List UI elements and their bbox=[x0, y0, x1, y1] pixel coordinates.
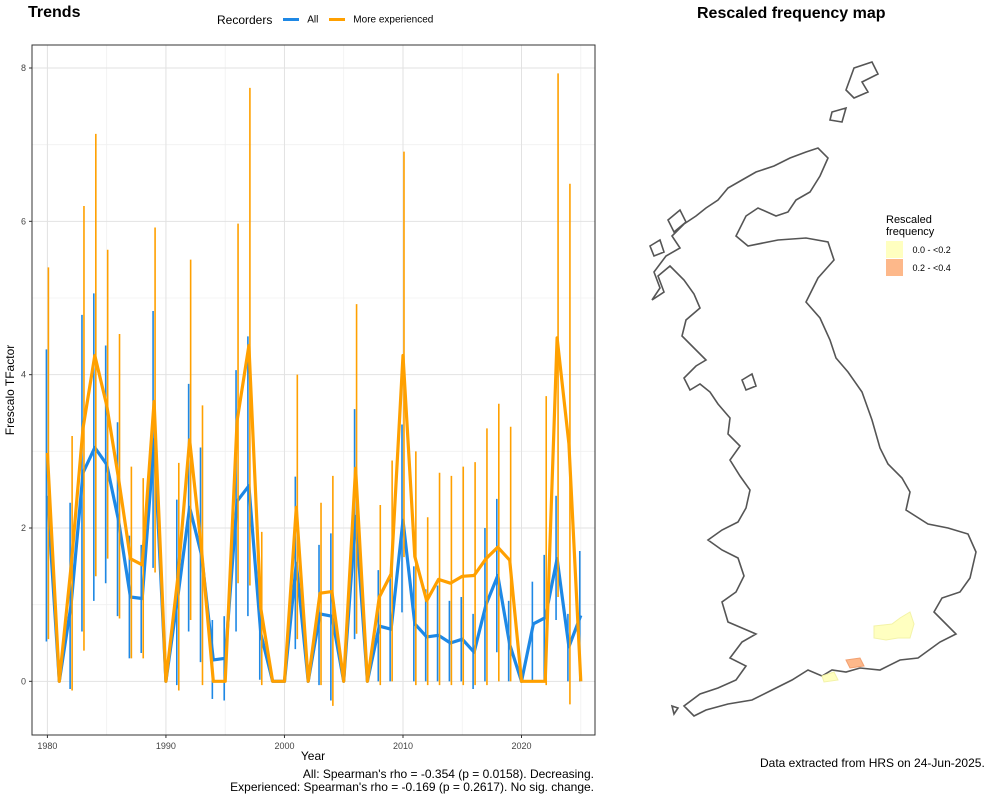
chart-series bbox=[45, 73, 583, 706]
map-legend-swatch-high bbox=[886, 259, 903, 277]
y-tick-label: 8 bbox=[21, 63, 26, 73]
freq-cell-south-high bbox=[845, 657, 865, 669]
freq-cell-central bbox=[873, 611, 915, 641]
x-tick-label: 1980 bbox=[37, 741, 57, 751]
trends-title: Trends bbox=[28, 4, 81, 21]
y-tick-label: 0 bbox=[21, 676, 26, 686]
series-all bbox=[45, 293, 583, 701]
map-legend-item: 0.2 - <0.4 bbox=[886, 259, 951, 277]
legend-title: Recorders bbox=[217, 12, 273, 27]
map-title: Rescaled frequency map bbox=[697, 5, 886, 22]
gb-outline bbox=[649, 61, 977, 717]
map-legend-item: 0.0 - <0.2 bbox=[886, 241, 951, 259]
map-legend: Rescaled frequency 0.0 - <0.2 0.2 - <0.4 bbox=[886, 214, 951, 277]
map-legend-title-2: frequency bbox=[886, 226, 935, 238]
chart-ticks: 0 2 4 6 8 1980 1990 2000 2010 2020 bbox=[21, 63, 532, 751]
y-axis-title: Frescalo TFactor bbox=[3, 345, 17, 435]
trend-chart: 0 2 4 6 8 1980 1990 2000 2010 2020 Year Frescalo … bbox=[3, 44, 596, 763]
stats-line-all: All: Spearman's rho = -0.354 (p = 0.0158… bbox=[302, 767, 594, 781]
x-tick-label: 2010 bbox=[393, 741, 413, 751]
map-legend-title-1: Rescaled bbox=[886, 214, 932, 226]
map-footer: Data extracted from HRS on 24-Jun-2025. bbox=[760, 756, 985, 770]
x-axis-title: Year bbox=[301, 749, 325, 763]
stats-text: All: Spearman's rho = -0.354 (p = 0.0158… bbox=[94, 768, 594, 794]
x-tick-label: 1990 bbox=[156, 741, 176, 751]
legend-experienced-label: More experienced bbox=[353, 14, 434, 26]
map-legend-swatch-low bbox=[886, 241, 903, 259]
chart-legend: Recorders All More experienced bbox=[217, 11, 433, 29]
x-tick-label: 2020 bbox=[511, 741, 531, 751]
y-tick-label: 4 bbox=[21, 370, 26, 380]
plot-frame bbox=[31, 44, 596, 736]
y-tick-label: 6 bbox=[21, 216, 26, 226]
freq-cell-west bbox=[821, 671, 839, 683]
chart-grid bbox=[32, 45, 595, 735]
y-tick-label: 2 bbox=[21, 523, 26, 533]
map-legend-label-high: 0.2 - <0.4 bbox=[912, 262, 951, 273]
x-tick-label: 2000 bbox=[274, 741, 294, 751]
series-experienced bbox=[45, 73, 583, 706]
legend-all-swatch bbox=[282, 18, 299, 22]
legend-experienced-swatch bbox=[328, 18, 345, 22]
stats-line-experienced: Experienced: Spearman's rho = -0.169 (p … bbox=[230, 780, 594, 794]
map-legend-label-low: 0.0 - <0.2 bbox=[912, 244, 951, 255]
legend-all-label: All bbox=[307, 14, 319, 26]
uk-map bbox=[649, 61, 977, 717]
series-line bbox=[45, 336, 583, 683]
